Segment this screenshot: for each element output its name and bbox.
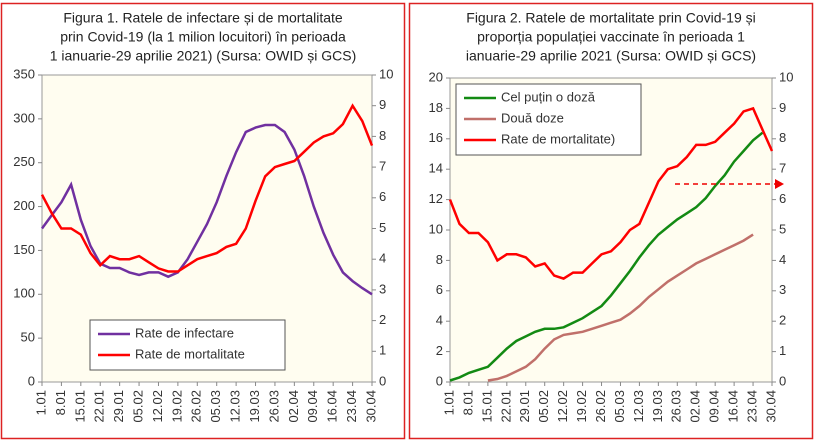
y2-tick-label: 1	[779, 343, 786, 358]
y2-tick-label: 0	[379, 373, 386, 388]
y-tick-label: 10	[429, 221, 443, 236]
x-tick-label: 05.02	[130, 390, 145, 423]
x-tick-label: 19.02	[169, 390, 184, 423]
legend-label: Rate de mortalitate)	[501, 131, 615, 146]
x-tick-label: 02.04	[286, 390, 301, 423]
y2-tick-label: 1	[379, 343, 386, 358]
chart-title: ianuarie-29 aprilie 2021 (Sursa: OWID și…	[466, 48, 756, 64]
y-tick-label: 8	[436, 252, 443, 267]
x-tick-label: 22.01	[498, 390, 513, 423]
y2-tick-label: 7	[379, 159, 386, 174]
y-tick-label: 0	[28, 373, 35, 388]
y-tick-label: 6	[436, 282, 443, 297]
x-tick-label: 19.03	[247, 390, 262, 423]
x-tick-label: 12.03	[631, 390, 646, 423]
x-tick-label: 8.01	[53, 390, 68, 415]
x-tick-label: 29.01	[111, 390, 126, 423]
y2-tick-label: 6	[779, 191, 786, 206]
y2-tick-label: 8	[379, 128, 386, 143]
y-tick-label: 350	[13, 66, 35, 81]
y-tick-label: 0	[436, 373, 443, 388]
x-tick-label: 12.03	[228, 390, 243, 423]
y-tick-label: 16	[429, 130, 443, 145]
legend-box	[89, 319, 286, 371]
x-tick-label: 1.01	[33, 390, 48, 415]
series-line	[448, 106, 774, 280]
x-tick-label: 15.01	[479, 390, 494, 423]
y2-tick-label: 2	[379, 312, 386, 327]
x-tick-label: 26.03	[266, 390, 281, 423]
x-tick-label: 8.01	[460, 390, 475, 415]
y2-tick-label: 5	[379, 220, 386, 235]
legend: Cel puțin o doză Două doze Rate de mortali…	[455, 83, 642, 156]
x-tick-label: 30.04	[763, 390, 778, 423]
x-tick-label: 09.04	[707, 390, 722, 423]
x-tick-label: 26.03	[669, 390, 684, 423]
series-line	[449, 131, 764, 382]
chart-title: proporția populației vaccinate în perioa…	[477, 29, 745, 45]
x-tick-label: 09.04	[305, 390, 320, 423]
y2-tick-label: 10	[779, 69, 793, 84]
y-tick-label: 18	[429, 100, 443, 115]
y2-tick-label: 5	[779, 221, 786, 236]
x-tick-label: 19.02	[574, 390, 589, 423]
y-tick-label: 200	[13, 198, 35, 213]
y2-tick-label: 6	[379, 189, 386, 204]
y2-tick-label: 3	[379, 281, 386, 296]
chart-title: prin Covid-19 (la 1 milion locuitori) în…	[60, 29, 346, 45]
y2-tick-label: 9	[379, 97, 386, 112]
y-tick-label: 250	[13, 154, 35, 169]
series-line	[40, 103, 374, 273]
y-tick-label: 100	[13, 286, 35, 301]
y2-tick-label: 7	[779, 161, 786, 176]
x-tick-label: 26.02	[593, 390, 608, 423]
chart-title: Figura 1. Ratele de infectare și de mort…	[63, 10, 343, 26]
x-tick-label: 23.04	[344, 390, 359, 423]
x-tick-label: 15.01	[72, 390, 87, 423]
x-tick-label: 22.01	[92, 390, 107, 423]
y2-tick-label: 10	[379, 66, 393, 81]
y-tick-label: 4	[436, 313, 443, 328]
x-tick-label: 02.04	[688, 390, 703, 423]
x-tick-label: 19.03	[650, 390, 665, 423]
y2-tick-label: 9	[779, 100, 786, 115]
legend-label: Cel puțin o doză	[501, 89, 596, 104]
y2-tick-label: 3	[779, 282, 786, 297]
legend-label: Rate de infectare	[135, 325, 234, 340]
x-tick-label: 05.02	[536, 390, 551, 423]
legend-label: Rate de mortalitate	[135, 346, 245, 361]
x-tick-label: 16.04	[726, 390, 741, 423]
x-tick-label: 26.02	[189, 390, 204, 423]
y2-tick-label: 4	[379, 251, 386, 266]
x-tick-label: 16.04	[325, 390, 340, 423]
x-tick-label: 05.03	[612, 390, 627, 423]
x-tick-label: 29.01	[517, 390, 532, 423]
y-tick-label: 2	[436, 343, 443, 358]
x-tick-label: 23.04	[744, 390, 759, 423]
chart-title: 1 ianuarie-29 aprilie 2021) (Sursa: OWID…	[50, 48, 357, 64]
legend: Rate de infectare Rate de mortalitate	[89, 319, 286, 371]
series-line	[40, 123, 373, 296]
x-tick-label: 05.03	[208, 390, 223, 423]
y2-tick-label: 0	[779, 373, 786, 388]
y2-tick-label: 2	[779, 313, 786, 328]
x-tick-label: 1.01	[441, 390, 456, 415]
y-tick-label: 14	[429, 161, 443, 176]
annotation-arrowhead	[775, 179, 784, 189]
y-tick-label: 300	[13, 110, 35, 125]
series-line	[487, 233, 754, 382]
y2-tick-label: 8	[779, 130, 786, 145]
y-tick-label: 20	[429, 69, 443, 84]
y-tick-label: 50	[21, 330, 35, 345]
x-tick-label: 12.02	[150, 390, 165, 423]
y-tick-label: 150	[13, 242, 35, 257]
x-tick-label: 12.02	[555, 390, 570, 423]
y2-tick-label: 4	[779, 252, 786, 267]
chart-title: Figura 2. Ratele de mortalitate prin Cov…	[466, 10, 755, 26]
x-tick-label: 30.04	[363, 390, 378, 423]
legend-label: Două doze	[501, 110, 564, 125]
y-tick-label: 12	[429, 191, 443, 206]
